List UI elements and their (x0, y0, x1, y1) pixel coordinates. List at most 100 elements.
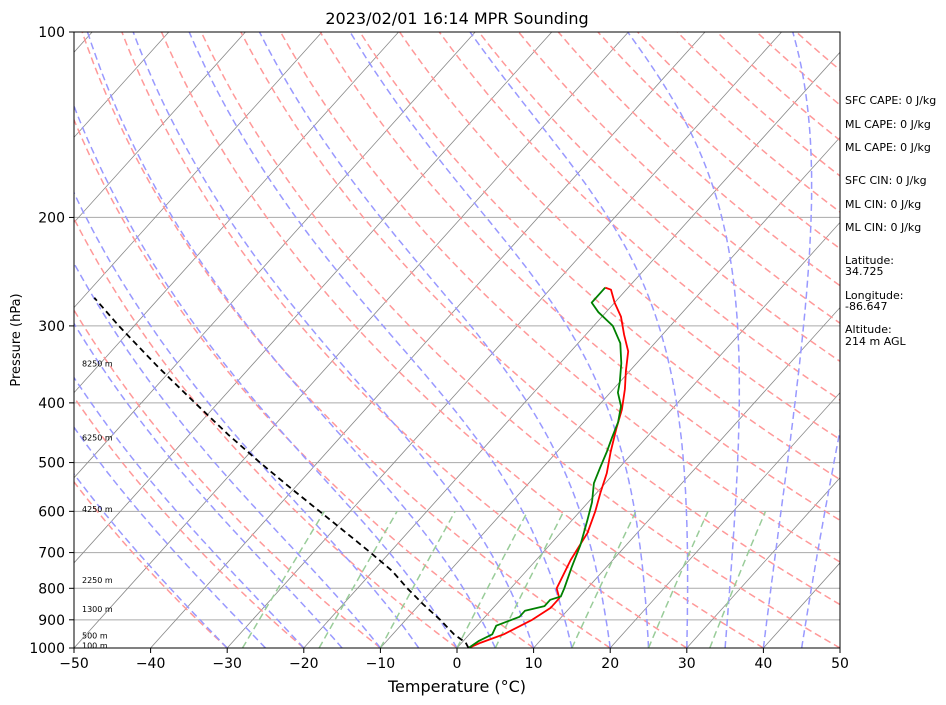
x-tick-label: −20 (289, 656, 319, 672)
height-label: 8250 m (82, 359, 113, 368)
dry-adiabat-line (319, 32, 840, 522)
x-tick-label: −50 (59, 656, 89, 672)
isotherm-line (74, 32, 170, 138)
dry-adiabat-line (74, 480, 228, 648)
mixing-ratio-line (379, 510, 456, 648)
isotherm-line (74, 32, 323, 309)
moist-adiabat-line (74, 322, 343, 648)
x-tick-label: −10 (366, 656, 396, 672)
side-panel-line: 214 m AGL (845, 335, 907, 348)
isotherm-line (226, 32, 782, 648)
mixing-ratio-line (318, 510, 398, 648)
dry-adiabat-line (398, 32, 840, 441)
sounding-series (93, 286, 630, 648)
side-panel-line: -86.647 (845, 300, 887, 313)
moist-adiabat-line (86, 32, 496, 648)
moist-adiabat-line (74, 191, 420, 648)
height-label: 4250 m (82, 505, 113, 514)
y-tick-label: 800 (38, 581, 65, 597)
x-tick-label: 50 (831, 656, 849, 672)
isotherm-line (380, 136, 840, 648)
isotherm-line (74, 32, 629, 648)
chart-title: 2023/02/01 16:14 MPR Sounding (325, 9, 588, 28)
side-panel-line: Altitude: (845, 323, 892, 336)
side-panel-line: Longitude: (845, 289, 903, 302)
x-tick-label: 30 (678, 656, 696, 672)
mixing-ratio-line (241, 510, 325, 648)
dry-adiabat-line (279, 32, 840, 563)
dry-adiabat-line (438, 32, 840, 401)
dewpoint-line (467, 286, 623, 648)
isotherm-line (74, 32, 246, 224)
moist-adiabat-line (627, 32, 741, 648)
dry-adiabat-line (240, 32, 840, 606)
isotherm-line (74, 32, 553, 564)
mixing-ratio-line (709, 511, 767, 648)
x-tick-label: 10 (525, 656, 543, 672)
dry-adiabat-line (74, 308, 381, 648)
height-label: 2250 m (82, 576, 113, 585)
side-panel-line: Latitude: (845, 254, 894, 267)
isotherm-line (303, 51, 840, 648)
y-tick-label: 900 (38, 613, 65, 629)
side-panel-line: ML CAPE: 0 J/kg (845, 118, 931, 131)
x-axis: −50 −40 −30 −20 −10 0 10 20 30 40 50 (59, 648, 849, 672)
isotherm-line (533, 306, 840, 648)
isotherm-line (74, 32, 399, 394)
y-tick-label: 300 (38, 319, 65, 335)
moist-adiabat-line (469, 32, 689, 648)
y-axis-title: Pressure (hPa) (9, 293, 24, 386)
side-panel-line: ML CIN: 0 J/kg (845, 198, 921, 211)
dry-adiabat-line (121, 32, 688, 648)
side-panel-line: SFC CAPE: 0 J/kg (845, 94, 936, 107)
x-tick-label: 20 (601, 656, 619, 672)
x-tick-label: 40 (754, 656, 772, 672)
y-tick-label: 500 (38, 456, 65, 472)
side-panel-line: 34.725 (845, 265, 884, 278)
x-tick-label: −40 (136, 656, 166, 672)
x-tick-label: 0 (453, 656, 462, 672)
y-tick-label: 200 (38, 210, 65, 226)
side-panel-line: ML CIN: 0 J/kg (845, 221, 921, 234)
height-label: 500 m (82, 632, 108, 641)
x-axis-title: Temperature (°C) (387, 677, 526, 696)
parcel-line (93, 297, 470, 648)
moist-adiabat-line (74, 376, 305, 648)
dry-adiabat-line (597, 32, 840, 250)
y-tick-label: 1000 (29, 641, 65, 657)
sounding-parameters: SFC CAPE: 0 J/kg ML CAPE: 0 J/kg ML CAPE: … (845, 94, 936, 348)
moist-adiabat-line (74, 104, 458, 648)
height-label: 1300 m (82, 605, 113, 614)
moist-adiabat-line (74, 425, 267, 648)
moist-adiabat-line (188, 32, 573, 648)
mixing-ratio-line (647, 510, 709, 648)
y-axis: 100 200 300 400 500 600 700 800 900 1000 (29, 25, 74, 657)
isotherm-line (456, 221, 840, 648)
dry-adiabat-line (557, 32, 840, 287)
y-tick-label: 600 (38, 504, 65, 520)
y-tick-label: 100 (38, 25, 65, 41)
x-tick-label: −30 (212, 656, 242, 672)
dry-adiabat-line (518, 32, 840, 325)
side-panel-line: SFC CIN: 0 J/kg (845, 174, 927, 187)
mixing-ratio-line (571, 510, 637, 648)
height-label: 100 m (82, 641, 108, 650)
isotherm-line (609, 392, 840, 648)
mixing-ratio-line (456, 510, 529, 648)
height-label: 6250 m (82, 433, 113, 442)
side-panel-line: ML CAPE: 0 J/kg (845, 141, 931, 154)
y-tick-label: 700 (38, 546, 65, 562)
dry-adiabat-line (676, 32, 840, 177)
temperature-line (468, 286, 630, 648)
moist-adiabat-line (800, 426, 840, 648)
background-lines (74, 32, 840, 648)
dry-adiabat-line (359, 32, 840, 481)
moist-adiabat-line (74, 472, 228, 648)
isotherm-line (74, 32, 476, 479)
moist-adiabat-line (258, 32, 611, 648)
dry-adiabat-line (200, 32, 840, 648)
dry-adiabat-line (160, 32, 764, 648)
